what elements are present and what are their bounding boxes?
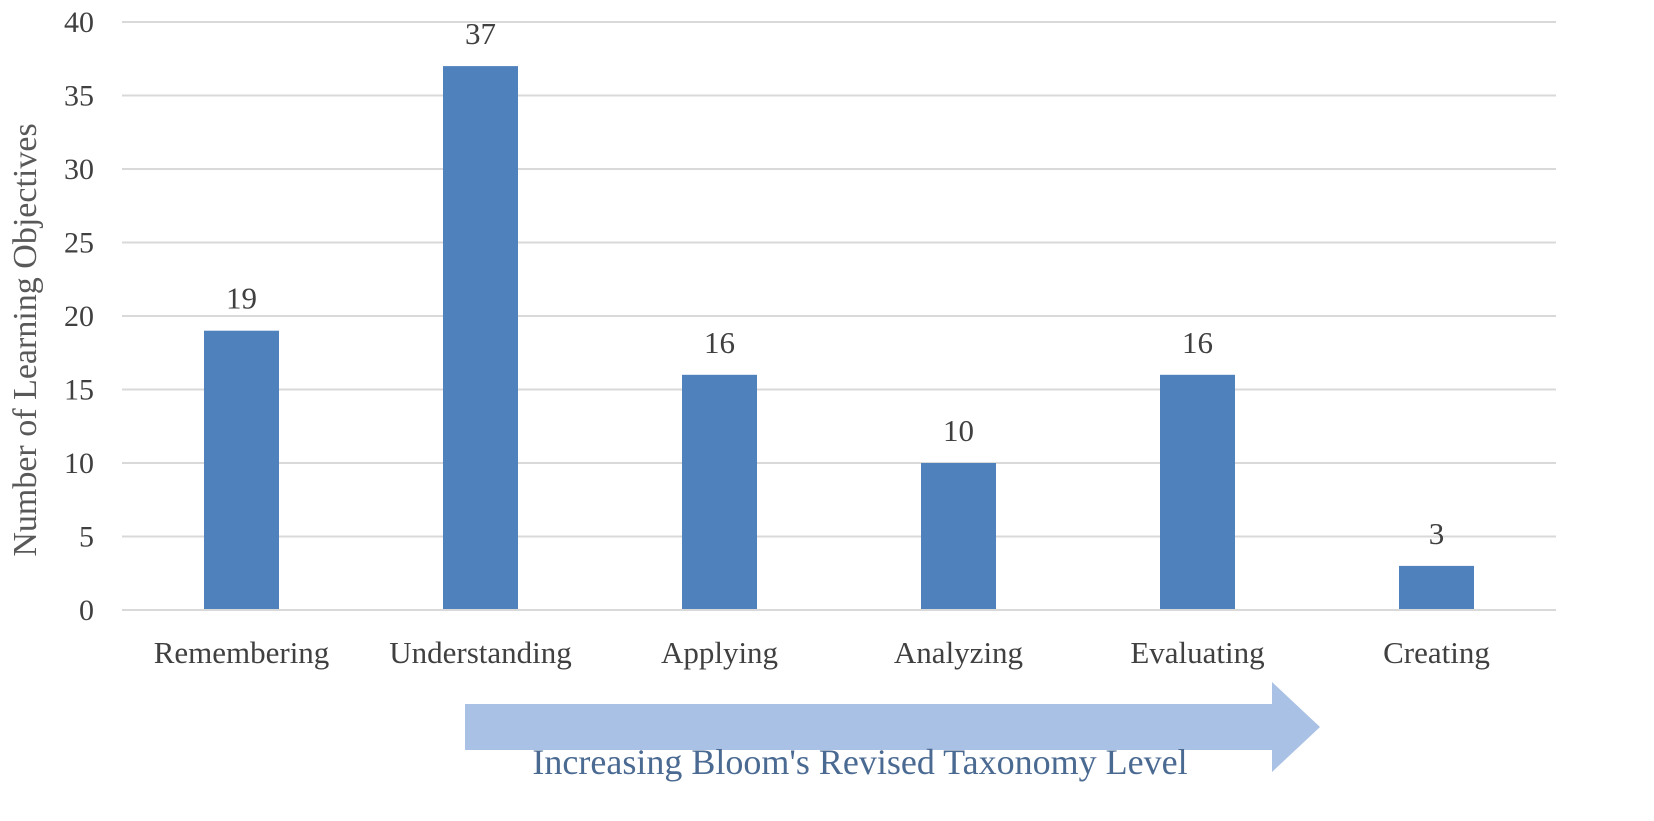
x-category-label: Understanding (389, 635, 572, 670)
x-category-label: Creating (1383, 635, 1490, 670)
bar-evaluating (1160, 374, 1235, 610)
data-label: 19 (226, 281, 257, 316)
data-label: 3 (1429, 516, 1445, 551)
y-axis-ticks: 0 5 10 15 20 25 30 35 40 (64, 6, 94, 627)
bar-analyzing (921, 463, 996, 610)
taxonomy-arrow-shape (465, 682, 1320, 772)
y-tick-label: 10 (64, 447, 94, 480)
y-tick-label: 5 (79, 521, 94, 554)
x-category-label: Evaluating (1130, 635, 1264, 670)
y-tick-label: 40 (64, 6, 94, 39)
x-category-label: Applying (661, 635, 778, 670)
y-tick-label: 20 (64, 300, 94, 333)
gridlines (122, 21, 1556, 538)
data-label: 16 (704, 325, 735, 360)
bar-remembering (204, 330, 279, 610)
x-axis-categories: Remembering Understanding Applying Analyzin… (154, 635, 1490, 670)
data-labels: 19 37 16 10 16 3 (226, 16, 1444, 551)
y-tick-label: 25 (64, 227, 94, 260)
y-tick-label: 35 (64, 80, 94, 113)
data-label: 37 (465, 16, 496, 51)
y-tick-label: 0 (79, 594, 94, 627)
y-tick-label: 30 (64, 153, 94, 186)
bar-understanding (443, 66, 518, 611)
x-category-label: Remembering (154, 635, 330, 670)
bar-applying (682, 374, 757, 610)
x-category-label: Analyzing (894, 635, 1023, 670)
taxonomy-arrow-label: Increasing Bloom's Revised Taxonomy Leve… (532, 742, 1187, 782)
bar-creating (1399, 565, 1474, 610)
data-label: 10 (943, 413, 974, 448)
bars (204, 66, 1474, 611)
y-axis-title: Number of Learning Objectives (7, 123, 44, 556)
y-tick-label: 15 (64, 374, 94, 407)
taxonomy-arrow: Increasing Bloom's Revised Taxonomy Leve… (465, 682, 1320, 782)
data-label: 16 (1182, 325, 1213, 360)
